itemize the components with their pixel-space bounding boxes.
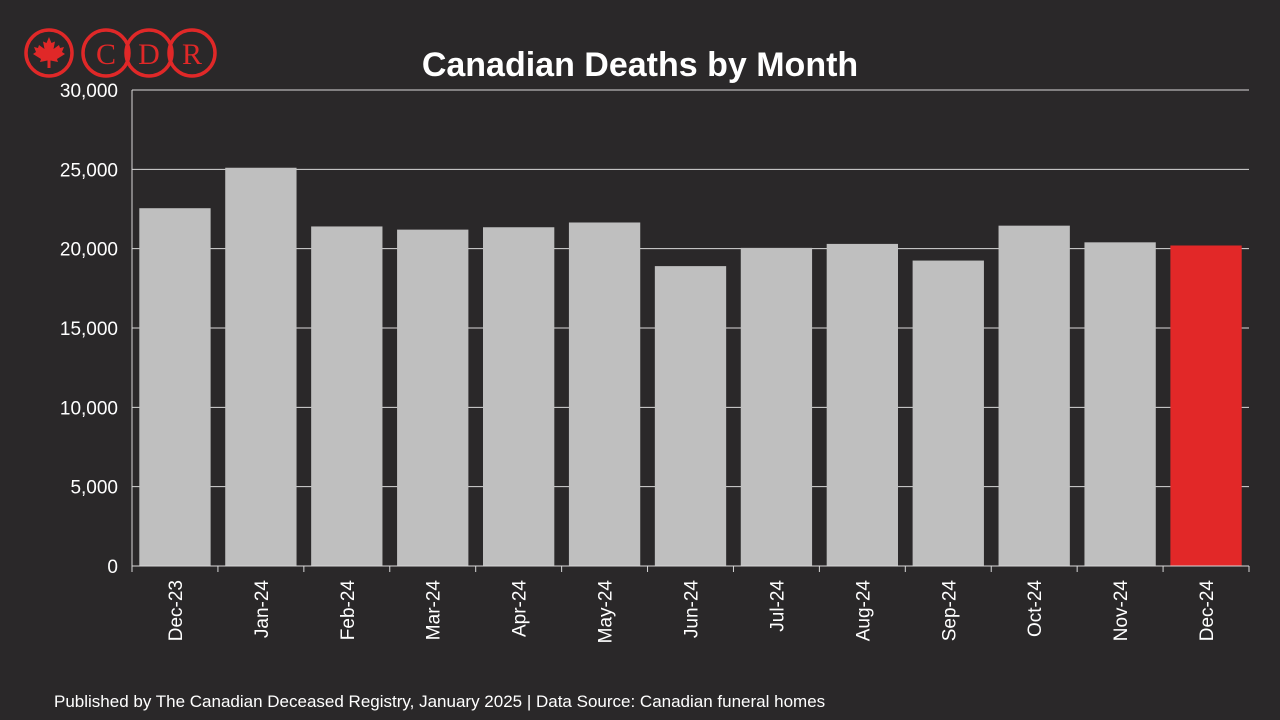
bar-aug-24 — [826, 243, 899, 566]
x-tick-label: Dec-24 — [1197, 580, 1218, 642]
chart-title: Canadian Deaths by Month — [421, 46, 859, 84]
axes — [131, 90, 1250, 572]
bar-nov-24 — [1084, 242, 1156, 566]
logo-letter-d: D — [138, 38, 160, 71]
bar-apr-24 — [482, 227, 555, 566]
maple-leaf-icon — [33, 37, 65, 68]
y-tick-label: 20,000 — [60, 240, 118, 261]
y-tick-label: 5,000 — [70, 478, 118, 499]
x-tick-label: Sep-24 — [939, 580, 960, 642]
bar-dec-24 — [1170, 245, 1242, 566]
bar-mar-24 — [397, 229, 469, 567]
y-tick-label: 25,000 — [60, 160, 118, 181]
x-tick-label: Feb-24 — [338, 580, 359, 641]
x-tick-label: Jun-24 — [682, 580, 703, 639]
x-tick-label: Mar-24 — [424, 580, 445, 641]
bar-jun-24 — [654, 266, 727, 566]
bar-may-24 — [568, 222, 641, 566]
bars — [139, 167, 1242, 567]
y-tick-label: 15,000 — [60, 319, 118, 340]
y-tick-label: 10,000 — [60, 398, 118, 419]
cdr-logo: C D R — [24, 28, 217, 78]
bar-feb-24 — [311, 226, 383, 566]
bar-jul-24 — [740, 247, 813, 566]
logo-letter-r: R — [182, 38, 202, 71]
x-tick-labels: Dec-23 Jan-24 Feb-24 Mar-24 Apr-24 May-24 Jun-… — [166, 580, 1218, 644]
bar-dec-23 — [139, 208, 211, 566]
logo-letter-c: C — [96, 38, 116, 71]
bar-oct-24 — [998, 225, 1070, 566]
y-tick-label: 0 — [107, 557, 118, 578]
logo-circle-c: C — [81, 28, 131, 78]
bar-sep-24 — [912, 260, 984, 566]
bar-chart: 0 5,000 10,000 15,000 20,000 25,000 30,000 Dec… — [60, 81, 1250, 644]
logo-circle-maple — [24, 28, 74, 78]
x-tick-label: Aug-24 — [853, 580, 874, 642]
x-tick-label: May-24 — [596, 580, 617, 644]
y-tick-label: 30,000 — [60, 81, 118, 102]
x-tick-label: Jul-24 — [767, 580, 788, 632]
y-tick-labels: 0 5,000 10,000 15,000 20,000 25,000 30,000 — [60, 81, 118, 578]
x-tick-label: Jan-24 — [252, 580, 273, 639]
x-tick-label: Oct-24 — [1025, 580, 1046, 637]
logo-circle-r: R — [167, 28, 217, 78]
logo-circle-d: D — [124, 28, 174, 78]
x-tick-label: Dec-23 — [166, 580, 187, 641]
footer-source-note: Published by The Canadian Deceased Regis… — [54, 692, 826, 711]
x-tick-label: Apr-24 — [510, 580, 531, 637]
bar-jan-24 — [225, 167, 297, 566]
x-tick-label: Nov-24 — [1111, 580, 1132, 642]
